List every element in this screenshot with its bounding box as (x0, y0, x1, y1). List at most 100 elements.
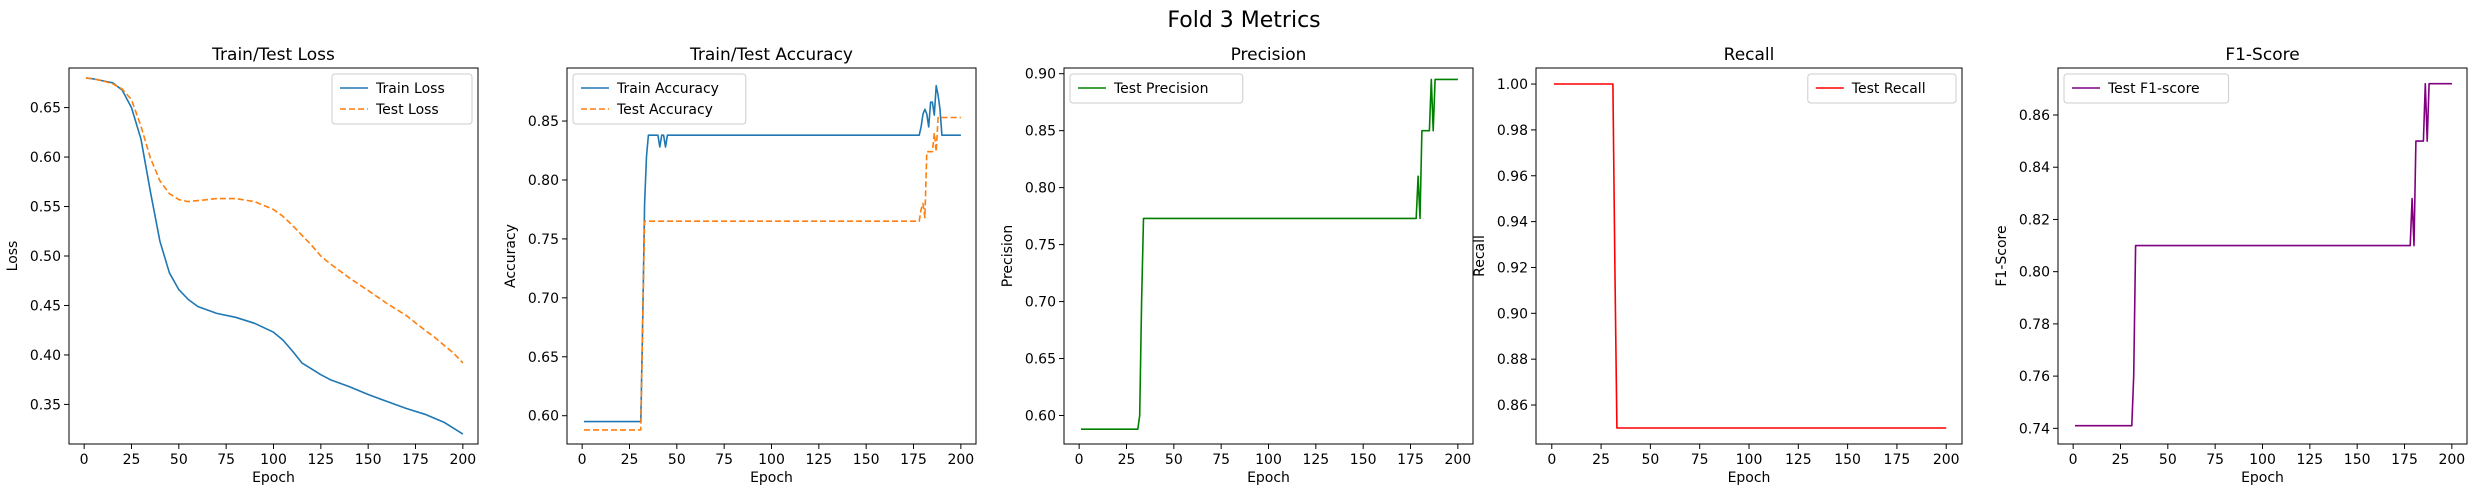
x-tick-label: 200 (2438, 452, 2465, 468)
x-tick-label: 50 (1641, 452, 1659, 468)
legend-label: Test Loss (375, 102, 439, 118)
x-tick-label: 100 (2249, 452, 2276, 468)
y-axis-label: Loss (5, 241, 21, 272)
y-tick-label: 0.88 (1497, 352, 1528, 368)
panel-title: Train/Test Accuracy (689, 45, 853, 65)
x-tick-label: 125 (805, 452, 832, 468)
x-tick-label: 0 (80, 452, 89, 468)
x-tick-label: 150 (1350, 452, 1377, 468)
series-line-1 (1553, 83, 1947, 429)
y-axis-label: Recall (1472, 235, 1488, 277)
y-tick-label: 0.55 (30, 200, 61, 216)
y-tick-label: 0.75 (528, 232, 559, 248)
y-tick-label: 0.45 (30, 298, 61, 314)
x-axis-label: Epoch (1247, 470, 1290, 486)
y-axis-label: F1-Score (1994, 225, 2010, 286)
y-tick-label: 0.98 (1497, 123, 1528, 139)
y-tick-label: 0.60 (30, 150, 61, 166)
series-line-1 (85, 77, 464, 435)
legend-box (331, 73, 473, 125)
series-line-1 (584, 84, 961, 423)
x-tick-label: 50 (2159, 452, 2177, 468)
x-tick-label: 100 (758, 452, 785, 468)
figure-title: Fold 3 Metrics (1167, 8, 1320, 33)
plot-frame (68, 67, 479, 445)
y-tick-label: 0.60 (528, 409, 559, 425)
panel-title: F1-Score (2225, 45, 2299, 65)
x-tick-label: 25 (123, 452, 141, 468)
legend-label: Test F1-score (2107, 81, 2200, 97)
y-tick-label: 0.65 (1025, 352, 1056, 368)
panel-title: Recall (1724, 45, 1775, 65)
x-tick-label: 175 (1397, 452, 1424, 468)
legend-label: Test Precision (1113, 81, 1209, 97)
x-tick-label: 150 (1834, 452, 1861, 468)
plot-frame (566, 67, 977, 445)
panel-2: Train/Test Accuracy 0 25 50 75 100 125 150 175 20… (503, 45, 977, 486)
y-tick-label: 0.90 (1025, 67, 1056, 83)
legend: Test Precision (1069, 73, 1244, 104)
y-tick-label: 0.76 (2019, 369, 2050, 385)
y-tick-label: 0.75 (1025, 238, 1056, 254)
plot-frame (1063, 67, 1474, 445)
x-tick-label: 175 (402, 452, 429, 468)
panel-3: Precision 0 25 50 75 100 125 150 175 200 0.60 0.65 0… (1000, 45, 1474, 486)
y-tick-label: 0.70 (1025, 295, 1056, 311)
x-axis-label: Epoch (252, 470, 295, 486)
x-tick-label: 25 (1118, 452, 1136, 468)
series-line-1 (1081, 78, 1458, 431)
legend-label: Train Loss (375, 81, 445, 97)
series-line-2 (584, 116, 961, 431)
y-tick-label: 0.50 (30, 249, 61, 265)
x-tick-label: 50 (668, 452, 686, 468)
y-tick-label: 0.65 (528, 350, 559, 366)
legend-box (1069, 73, 1244, 104)
x-tick-label: 100 (1736, 452, 1763, 468)
y-tick-label: 0.70 (528, 291, 559, 307)
y-tick-label: 0.35 (30, 397, 61, 413)
series-line-1 (2075, 82, 2452, 427)
y-tick-label: 0.85 (1025, 124, 1056, 140)
legend-label: Test Recall (1851, 81, 1926, 97)
x-tick-label: 75 (1212, 452, 1230, 468)
y-tick-label: 0.82 (2019, 212, 2050, 228)
y-tick-label: 0.86 (2019, 108, 2050, 124)
x-tick-label: 50 (170, 452, 188, 468)
legend-box (2063, 73, 2230, 104)
x-tick-label: 200 (1444, 452, 1471, 468)
y-tick-label: 0.60 (1025, 409, 1056, 425)
x-tick-label: 200 (1933, 452, 1960, 468)
y-tick-label: 1.00 (1497, 77, 1528, 93)
x-tick-label: 175 (900, 452, 927, 468)
plot-frame (1535, 67, 1963, 445)
y-tick-label: 0.90 (1497, 306, 1528, 322)
x-tick-label: 125 (1785, 452, 1812, 468)
x-tick-label: 0 (2069, 452, 2078, 468)
x-axis-label: Epoch (1728, 470, 1771, 486)
legend: Train Loss Test Loss (331, 73, 473, 125)
y-tick-label: 0.85 (528, 114, 559, 130)
panel-5: F1-Score 0 25 50 75 100 125 150 175 200 0.74 0.76 0.… (1994, 45, 2468, 486)
x-tick-label: 200 (947, 452, 974, 468)
y-axis-label: Precision (1000, 225, 1016, 287)
x-tick-label: 175 (2391, 452, 2418, 468)
x-tick-label: 125 (307, 452, 334, 468)
x-tick-label: 75 (715, 452, 733, 468)
legend: Train Accuracy Test Accuracy (572, 73, 747, 125)
panel-title: Precision (1231, 45, 1307, 65)
y-tick-label: 0.40 (30, 348, 61, 364)
y-tick-label: 0.92 (1497, 260, 1528, 276)
y-tick-label: 0.80 (1025, 181, 1056, 197)
x-tick-label: 125 (1302, 452, 1329, 468)
y-tick-label: 0.80 (528, 173, 559, 189)
x-tick-label: 25 (1592, 452, 1610, 468)
y-tick-label: 0.84 (2019, 160, 2050, 176)
x-tick-label: 100 (260, 452, 287, 468)
legend-label: Train Accuracy (616, 81, 719, 97)
x-tick-label: 150 (355, 452, 382, 468)
x-tick-label: 150 (2344, 452, 2371, 468)
y-tick-label: 0.86 (1497, 398, 1528, 414)
series-line-2 (85, 77, 464, 364)
